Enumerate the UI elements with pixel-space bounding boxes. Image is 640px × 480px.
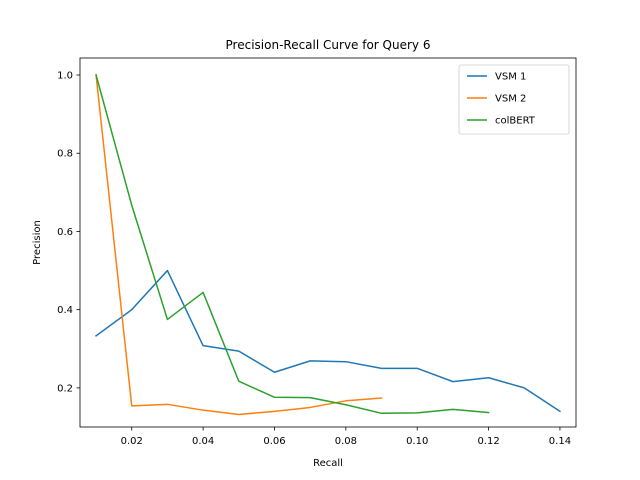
y-tick-label: 0.2 (57, 383, 73, 394)
x-tick-label: 0.14 (549, 436, 571, 447)
x-tick-label: 0.12 (477, 436, 499, 447)
x-tick-label: 0.04 (192, 436, 214, 447)
y-tick-label: 0.8 (57, 149, 73, 160)
legend-label: VSM 1 (495, 72, 526, 83)
legend-label: VSM 2 (495, 94, 526, 105)
x-axis-ticks: 0.02 0.04 0.06 0.08 0.10 0.12 0.14 (121, 427, 571, 447)
legend-label: colBERT (495, 116, 536, 127)
y-axis-ticks: 0.2 0.4 0.6 0.8 1.0 (57, 71, 80, 394)
y-tick-label: 0.6 (57, 227, 73, 238)
series-line-vsm-1 (95, 269, 561, 413)
series-layer (95, 74, 561, 416)
x-tick-label: 0.08 (335, 436, 357, 447)
y-tick-label: 0.4 (57, 305, 73, 316)
x-tick-label: 0.06 (263, 436, 285, 447)
legend: VSM 1 VSM 2 colBERT (458, 64, 570, 135)
y-axis-label: Precision (32, 220, 43, 265)
x-tick-label: 0.02 (121, 436, 143, 447)
plot-frame (79, 57, 577, 428)
x-axis-label: Recall (313, 458, 343, 469)
x-tick-label: 0.10 (406, 436, 428, 447)
legend-box (458, 64, 570, 135)
series-line-colbert (95, 74, 490, 415)
y-tick-label: 1.0 (57, 71, 73, 82)
chart-title: Precision-Recall Curve for Query 6 (226, 38, 431, 52)
